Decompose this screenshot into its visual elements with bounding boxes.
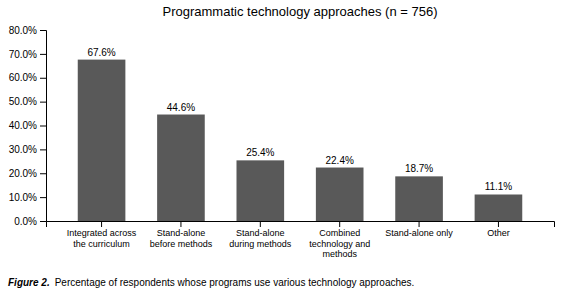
- data-label: 11.1%: [485, 181, 513, 192]
- plot: 0.0% 10.0% 20.0% 30.0% 40.0% 50.0% 60.0% 70.0% 8…: [9, 25, 555, 259]
- title: Programmatic technology approaches (n = …: [163, 4, 438, 19]
- tick-mark: [419, 221, 420, 227]
- tick: Combinedtechnology andmethods: [309, 221, 370, 259]
- tick: Other: [487, 221, 510, 238]
- tick-label: 0.0%: [14, 216, 37, 227]
- data-label: 22.4%: [326, 155, 354, 166]
- tick: Integrated acrossthe curriculum: [67, 221, 137, 249]
- tick-mark: [260, 221, 261, 227]
- axis-domain: [47, 222, 555, 228]
- tick-mark: [101, 221, 102, 227]
- tick-mark: [180, 221, 181, 227]
- tick: 10.0%: [9, 192, 46, 203]
- data-label: 18.7%: [405, 163, 433, 174]
- tick: 50.0%: [9, 96, 46, 107]
- tick-mark: [40, 126, 46, 127]
- tick-label: Combinedtechnology andmethods: [309, 228, 370, 259]
- tick-mark: [40, 78, 46, 79]
- tick-mark: [498, 221, 499, 227]
- tick-label: 10.0%: [9, 192, 37, 203]
- bar: [316, 168, 364, 221]
- tick-label: 60.0%: [9, 72, 37, 83]
- tick-label: Stand-alone only: [385, 228, 453, 238]
- tick: Stand-aloneduring methods: [229, 221, 292, 249]
- annotation: Figure 2.: [8, 277, 50, 288]
- tick: Stand-alonebefore methods: [150, 221, 213, 249]
- caption: Figure 2. Percentage of respondents whose…: [8, 277, 414, 288]
- tick: Stand-alone only: [385, 221, 453, 238]
- tick-mark: [40, 221, 46, 222]
- tick-label: 80.0%: [9, 25, 37, 36]
- annotation: Percentage of respondents whose programs…: [55, 277, 415, 288]
- tick-mark: [40, 30, 46, 31]
- x-axis: Integrated acrossthe curriculum Stand-alo…: [47, 221, 555, 259]
- tick-mark: [40, 149, 46, 150]
- bar: [475, 194, 523, 221]
- chart: 0.0% 10.0% 20.0% 30.0% 40.0% 50.0% 60.0% 70.0% 8…: [0, 0, 566, 293]
- data-label: 44.6%: [167, 102, 195, 113]
- axis-domain: [40, 31, 47, 222]
- data-label: 67.6%: [87, 47, 115, 58]
- tick: 70.0%: [9, 49, 46, 60]
- bar: [78, 60, 126, 221]
- data-label: 25.4%: [246, 147, 274, 158]
- tick-mark: [40, 173, 46, 174]
- tick: 20.0%: [9, 168, 46, 179]
- tick-label: Other: [487, 228, 510, 238]
- tick-mark: [40, 102, 46, 103]
- tick-label: Stand-aloneduring methods: [229, 228, 292, 248]
- tick-label: 40.0%: [9, 120, 37, 131]
- bars: [78, 60, 523, 221]
- data-labels: 67.6% 44.6% 25.4% 22.4% 18.7% 11.1%: [87, 47, 512, 193]
- bar: [395, 176, 443, 221]
- y-axis: 0.0% 10.0% 20.0% 30.0% 40.0% 50.0% 60.0% 70.0% 8…: [9, 25, 47, 227]
- bar: [157, 115, 205, 221]
- tick-label: 70.0%: [9, 49, 37, 60]
- tick-label: Stand-alonebefore methods: [150, 228, 213, 248]
- tick-label: Integrated acrossthe curriculum: [67, 228, 137, 248]
- tick-mark: [339, 221, 340, 227]
- tick-label: 20.0%: [9, 168, 37, 179]
- tick: 40.0%: [9, 120, 46, 131]
- tick: 0.0%: [14, 216, 46, 227]
- tick-mark: [40, 54, 46, 55]
- tick-label: 30.0%: [9, 144, 37, 155]
- tick: 60.0%: [9, 72, 46, 83]
- tick: 30.0%: [9, 144, 46, 155]
- tick-label: 50.0%: [9, 96, 37, 107]
- bar: [237, 160, 285, 221]
- tick: 80.0%: [9, 25, 46, 36]
- tick-mark: [40, 197, 46, 198]
